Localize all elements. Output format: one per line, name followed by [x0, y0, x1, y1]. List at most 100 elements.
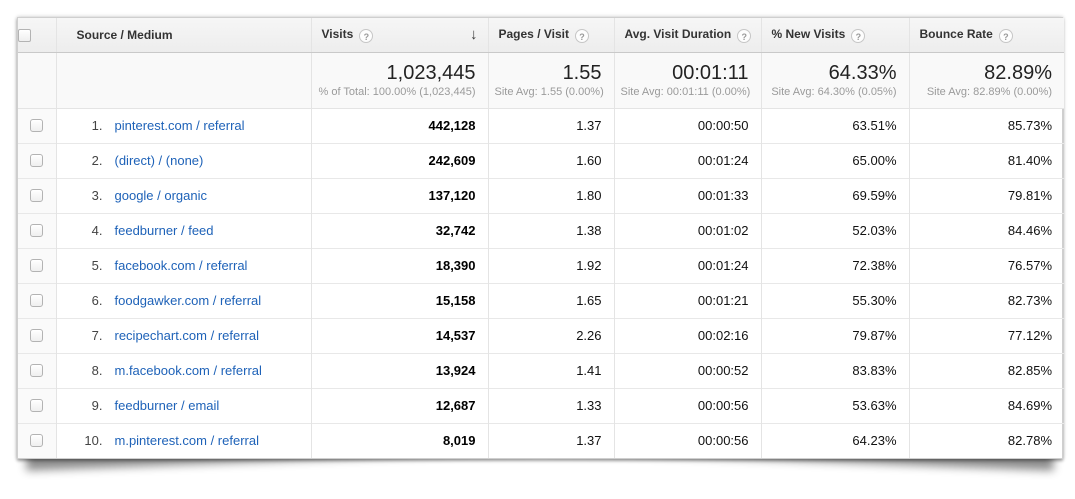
source-medium-cell: 7. recipechart.com / referral [55, 317, 311, 353]
table-body: 1. pinterest.com / referral 442,128 1.37 00:… [18, 108, 1064, 458]
avg-visit-duration-cell: 00:01:33 [613, 177, 761, 213]
pages-per-visit-cell: 1.37 [487, 108, 614, 143]
source-medium-cell: 3. google / organic [55, 177, 311, 213]
help-icon[interactable]: ? [574, 28, 589, 43]
pages-per-visit-cell: 1.33 [487, 387, 614, 423]
help-icon[interactable]: ? [998, 28, 1013, 43]
column-header-pct-new-visits[interactable]: % New Visits? [760, 18, 909, 53]
column-header-avg-visit-duration[interactable]: Avg. Visit Duration? [613, 18, 761, 53]
column-label: Source / Medium [76, 27, 173, 42]
row-checkbox[interactable] [30, 363, 44, 377]
pct-new-visits-cell: 65.00% [760, 142, 909, 178]
source-medium-link[interactable]: facebook.com / referral [114, 257, 248, 273]
summary-visits: 1,023,445 % of Total: 100.00% (1,023,445) [310, 52, 488, 109]
source-medium-link[interactable]: feedburner / feed [114, 222, 214, 238]
source-medium-cell: 5. facebook.com / referral [55, 247, 311, 283]
bounce-rate-cell: 81.40% [908, 142, 1064, 178]
row-rank: 6. [91, 292, 103, 308]
avg-visit-duration-cell: 00:01:24 [613, 247, 761, 283]
column-label: % New Visits [771, 26, 846, 41]
row-checkbox[interactable] [30, 223, 44, 237]
source-medium-link[interactable]: (direct) / (none) [114, 152, 204, 168]
row-checkbox[interactable] [30, 293, 44, 307]
summary-subtext: % of Total: 100.00% (1,023,445) [318, 86, 476, 98]
column-label: Pages / Visit [498, 26, 569, 41]
source-medium-cell: 4. feedburner / feed [55, 212, 311, 248]
row-checkbox[interactable] [30, 118, 44, 132]
row-checkbox[interactable] [30, 153, 44, 167]
bounce-rate-cell: 82.78% [908, 422, 1064, 458]
table-row: 9. feedburner / email 12,687 1.33 00:00:56 53… [18, 387, 1064, 423]
row-checkbox-cell [18, 422, 56, 458]
bounce-rate-cell: 77.12% [908, 317, 1064, 353]
row-rank: 3. [91, 187, 103, 203]
summary-source-medium [55, 52, 311, 109]
report-card: Source / Medium Visits? ↓ Pages / Visit? Avg… [17, 17, 1064, 459]
pages-per-visit-cell: 1.41 [487, 352, 614, 388]
source-medium-cell: 1. pinterest.com / referral [55, 108, 311, 143]
help-icon[interactable]: ? [359, 28, 374, 43]
summary-pct-new-visits: 64.33% Site Avg: 64.30% (0.05%) [760, 52, 909, 109]
table-row: 7. recipechart.com / referral 14,537 2.26 00… [18, 317, 1064, 353]
source-medium-link[interactable]: m.facebook.com / referral [114, 362, 262, 378]
source-medium-cell: 9. feedburner / email [55, 387, 311, 423]
bounce-rate-cell: 82.73% [908, 282, 1064, 318]
bounce-rate-cell: 79.81% [908, 177, 1064, 213]
pct-new-visits-cell: 83.83% [760, 352, 909, 388]
summary-bounce-rate: 82.89% Site Avg: 82.89% (0.00%) [908, 52, 1064, 109]
avg-visit-duration-cell: 00:01:24 [613, 142, 761, 178]
column-header-visits[interactable]: Visits? ↓ [310, 18, 488, 53]
help-icon[interactable]: ? [851, 28, 866, 43]
source-medium-link[interactable]: google / organic [114, 187, 208, 203]
column-header-bounce-rate[interactable]: Bounce Rate? [908, 18, 1064, 53]
source-medium-cell: 8. m.facebook.com / referral [55, 352, 311, 388]
avg-visit-duration-cell: 00:00:56 [613, 387, 761, 423]
source-medium-link[interactable]: foodgawker.com / referral [114, 292, 262, 308]
summary-pages-per-visit: 1.55 Site Avg: 1.55 (0.00%) [487, 52, 614, 109]
pct-new-visits-cell: 53.63% [760, 387, 909, 423]
row-checkbox[interactable] [30, 328, 44, 342]
source-medium-link[interactable]: feedburner / email [114, 397, 220, 413]
select-all-checkbox[interactable] [18, 28, 31, 42]
pages-per-visit-cell: 1.60 [487, 142, 614, 178]
bounce-rate-cell: 85.73% [908, 108, 1064, 143]
row-rank: 5. [91, 257, 103, 273]
visits-cell: 8,019 [310, 422, 488, 458]
column-label: Visits [321, 26, 354, 41]
pct-new-visits-cell: 63.51% [760, 108, 909, 143]
column-header-source-medium[interactable]: Source / Medium [55, 18, 311, 53]
row-checkbox-cell [18, 317, 56, 353]
help-icon[interactable]: ? [737, 28, 752, 43]
select-all-cell [18, 18, 56, 53]
column-header-pages-per-visit[interactable]: Pages / Visit? [487, 18, 614, 53]
row-checkbox[interactable] [30, 258, 44, 272]
column-label: Avg. Visit Duration [624, 26, 732, 41]
row-rank: 9. [91, 397, 103, 413]
row-checkbox[interactable] [30, 398, 44, 412]
pct-new-visits-cell: 69.59% [760, 177, 909, 213]
pct-new-visits-cell: 55.30% [760, 282, 909, 318]
summary-subtext: Site Avg: 1.55 (0.00%) [494, 86, 604, 98]
pages-per-visit-cell: 1.38 [487, 212, 614, 248]
visits-cell: 137,120 [310, 177, 488, 213]
visits-cell: 242,609 [310, 142, 488, 178]
summary-value: 1,023,445 [386, 62, 476, 84]
row-checkbox-cell [18, 142, 56, 178]
source-medium-link[interactable]: m.pinterest.com / referral [114, 432, 260, 448]
avg-visit-duration-cell: 00:02:16 [613, 317, 761, 353]
summary-subtext: Site Avg: 00:01:11 (0.00%) [620, 86, 751, 98]
pct-new-visits-cell: 64.23% [760, 422, 909, 458]
visits-cell: 442,128 [310, 108, 488, 143]
summary-value: 64.33% [828, 62, 897, 84]
table-row: 3. google / organic 137,120 1.80 00:01:33 69.… [18, 177, 1064, 213]
row-checkbox[interactable] [30, 188, 44, 202]
row-checkbox[interactable] [30, 434, 44, 448]
source-medium-link[interactable]: pinterest.com / referral [114, 117, 245, 133]
visits-cell: 12,687 [310, 387, 488, 423]
sort-descending-icon[interactable]: ↓ [470, 26, 478, 43]
table-row: 5. facebook.com / referral 18,390 1.92 00:01… [18, 247, 1064, 283]
source-medium-link[interactable]: recipechart.com / referral [114, 327, 260, 343]
row-checkbox-cell [18, 282, 56, 318]
visits-cell: 32,742 [310, 212, 488, 248]
summary-checkbox-cell [18, 52, 56, 109]
